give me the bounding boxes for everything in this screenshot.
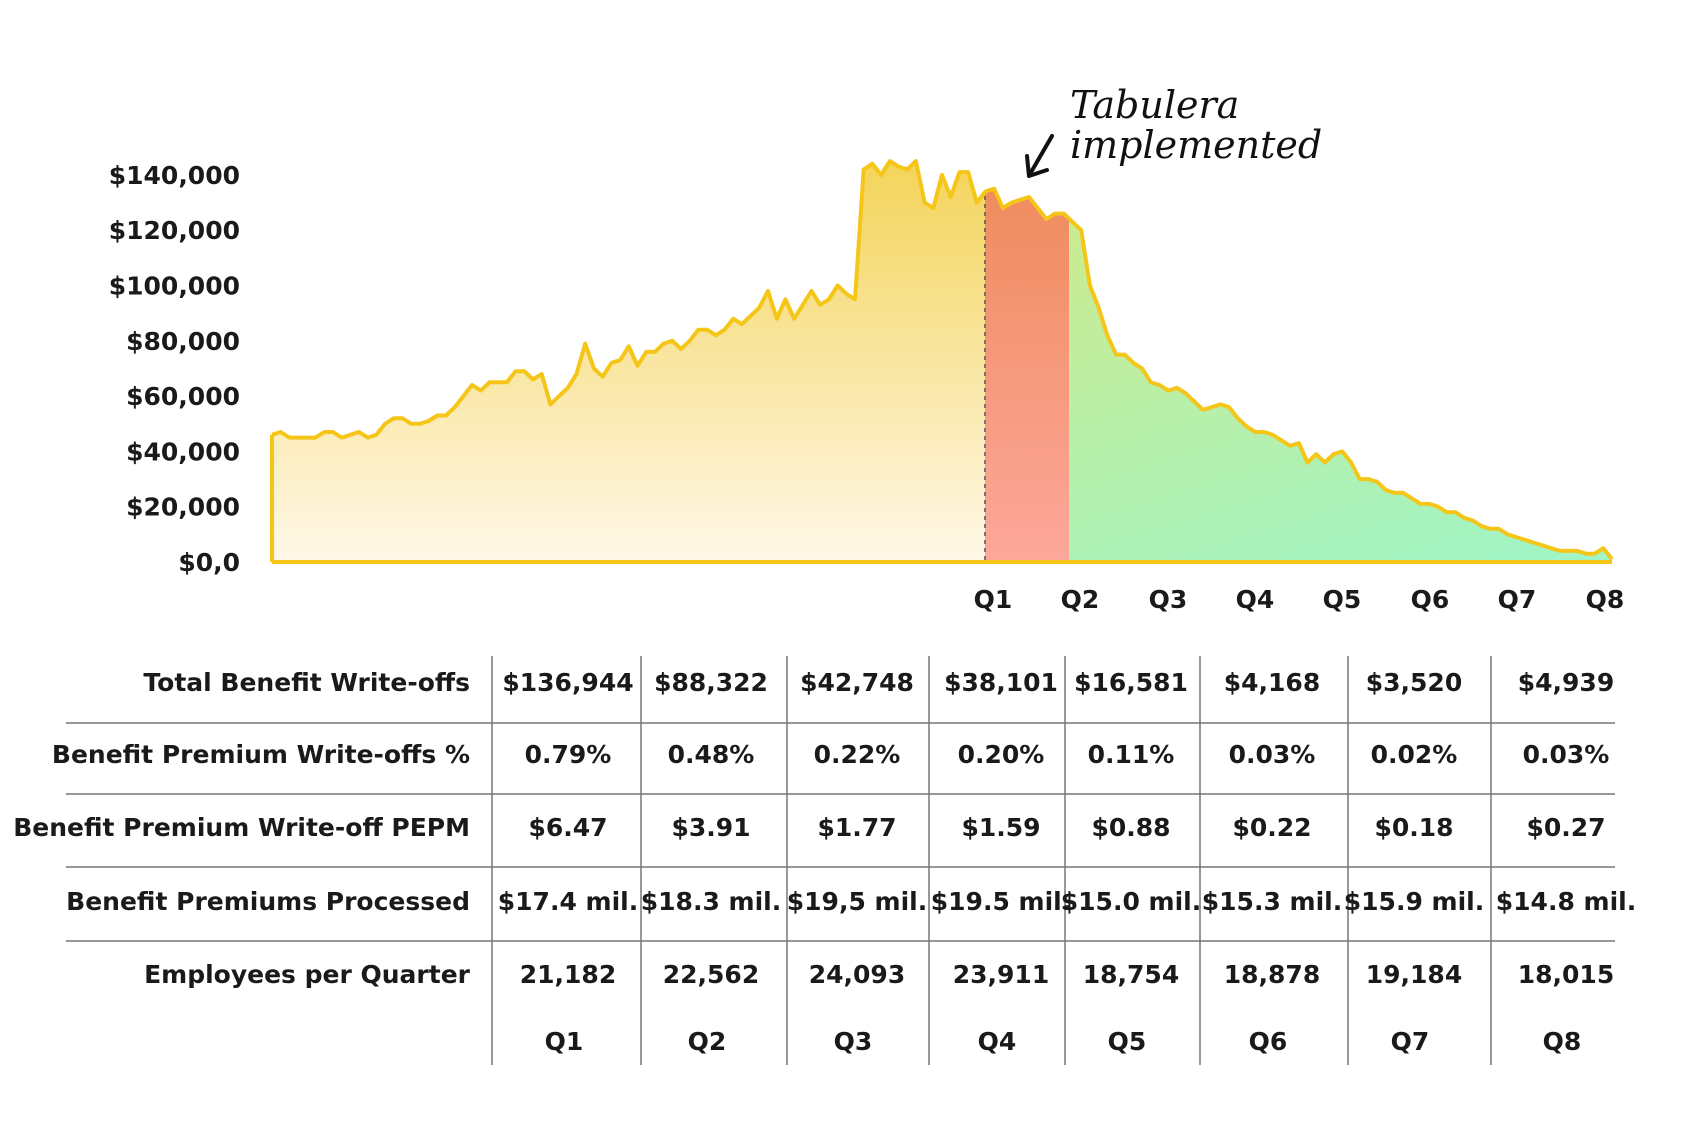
x-tick-label: Q5 [1323, 585, 1362, 614]
y-tick-label: $80,000 [126, 327, 240, 356]
table-row-label: Total Benefit Write-offs [143, 668, 470, 697]
table-cell: $19.5 mil. [931, 887, 1071, 916]
table-cell: $0.27 [1526, 813, 1605, 842]
x-tick-label: Q7 [1498, 585, 1537, 614]
table-cell: 0.79% [525, 740, 612, 769]
table-cell: 18,754 [1083, 960, 1179, 989]
table-cell: $4,939 [1518, 668, 1614, 697]
table-cell: 18,015 [1518, 960, 1614, 989]
table-cell: $88,322 [654, 668, 768, 697]
y-axis: $140,000 $120,000 $100,000 $80,000 $60,000 $4… [109, 161, 240, 577]
area-layer [270, 159, 1614, 564]
table-cell: $15.9 mil. [1344, 887, 1484, 916]
table-cell: $0.18 [1374, 813, 1453, 842]
area-implementation-quarter [985, 188, 1069, 562]
y-tick-label: $100,000 [109, 272, 240, 301]
table-cell: $0.22 [1232, 813, 1311, 842]
table-quarter-label: Q2 [688, 1027, 727, 1056]
table-cell: $3.91 [671, 813, 750, 842]
table-cell: 0.03% [1523, 740, 1610, 769]
y-tick-label: $140,000 [109, 161, 240, 190]
table-row: Benefit Premiums Processed $17.4 mil. $18.… [66, 887, 1636, 916]
table-cell: $15.3 mil. [1202, 887, 1342, 916]
table-cell: $38,101 [944, 668, 1058, 697]
x-tick-label: Q3 [1149, 585, 1188, 614]
table-cell: $42,748 [800, 668, 914, 697]
table-quarter-label: Q4 [978, 1027, 1017, 1056]
table-row: Benefit Premium Write-offs % 0.79% 0.48% 0.… [52, 740, 1609, 769]
table-cell: $1.59 [961, 813, 1040, 842]
table-cell: $17.4 mil. [498, 887, 638, 916]
table-cell: 0.03% [1229, 740, 1316, 769]
x-tick-label: Q6 [1411, 585, 1450, 614]
x-tick-label: Q1 [974, 585, 1013, 614]
table-cell: 0.20% [958, 740, 1045, 769]
table-row-label: Benefit Premium Write-offs % [52, 740, 470, 769]
table-row-label: Employees per Quarter [144, 960, 471, 989]
table-cell: $4,168 [1224, 668, 1320, 697]
annotation-arrow-icon [1025, 134, 1054, 178]
table-cell: 18,878 [1224, 960, 1320, 989]
table-quarter-label: Q1 [545, 1027, 584, 1056]
x-tick-label: Q2 [1061, 585, 1100, 614]
table-cell: 0.22% [814, 740, 901, 769]
table-cell: $16,581 [1074, 668, 1188, 697]
table-cell: $14.8 mil. [1496, 887, 1636, 916]
y-tick-label: $60,000 [126, 382, 240, 411]
table-cell: $1.77 [817, 813, 896, 842]
table-cell: 0.11% [1088, 740, 1175, 769]
table-cell: 0.48% [668, 740, 755, 769]
x-axis: Q1 Q2 Q3 Q4 Q5 Q6 Q7 Q8 [974, 585, 1625, 614]
table-cell: $6.47 [528, 813, 607, 842]
table-cell: $15.0 mil. [1061, 887, 1201, 916]
annotation-text-line2: implemented [1070, 123, 1322, 167]
y-tick-label: $40,000 [126, 437, 240, 466]
table-cell: $3,520 [1366, 668, 1462, 697]
table-cell: $136,944 [502, 668, 633, 697]
table-cell: 24,093 [809, 960, 905, 989]
table-cell: $0.88 [1091, 813, 1170, 842]
table-row-label: Benefit Premiums Processed [66, 887, 470, 916]
table-quarter-label: Q8 [1543, 1027, 1582, 1056]
x-tick-label: Q4 [1236, 585, 1275, 614]
table-cell: $18.3 mil. [641, 887, 781, 916]
table-quarter-label: Q6 [1249, 1027, 1288, 1056]
metrics-table: Total Benefit Write-offs $136,944 $88,322 $… [13, 656, 1636, 1065]
table-cell: 23,911 [953, 960, 1049, 989]
y-tick-label: $120,000 [109, 216, 240, 245]
table-quarter-label: Q7 [1391, 1027, 1430, 1056]
table-cell: 22,562 [663, 960, 759, 989]
y-tick-label: $0,0 [178, 548, 240, 577]
table-cell: 0.02% [1371, 740, 1458, 769]
table-quarter-label: Q3 [834, 1027, 873, 1056]
annotation-text-line1: Tabulera [1070, 83, 1239, 127]
table-row: Employees per Quarter 21,182 22,562 24,093 2… [144, 960, 1614, 989]
table-cell: 21,182 [520, 960, 616, 989]
table-quarter-label: Q5 [1108, 1027, 1147, 1056]
annotation: Tabulera implemented [1025, 83, 1322, 178]
table-row-label: Benefit Premium Write-off PEPM [13, 813, 470, 842]
series-line [271, 159, 1614, 561]
table-cell: 19,184 [1366, 960, 1462, 989]
y-tick-label: $20,000 [126, 493, 240, 522]
table-row: Benefit Premium Write-off PEPM $6.47 $3.91… [13, 813, 1605, 842]
area-post-implementation [1069, 218, 1612, 562]
x-tick-label: Q8 [1586, 585, 1625, 614]
table-cell: $19,5 mil. [787, 887, 927, 916]
table-row: Total Benefit Write-offs $136,944 $88,322 $… [143, 668, 1614, 697]
area-pre-implementation [272, 161, 985, 562]
